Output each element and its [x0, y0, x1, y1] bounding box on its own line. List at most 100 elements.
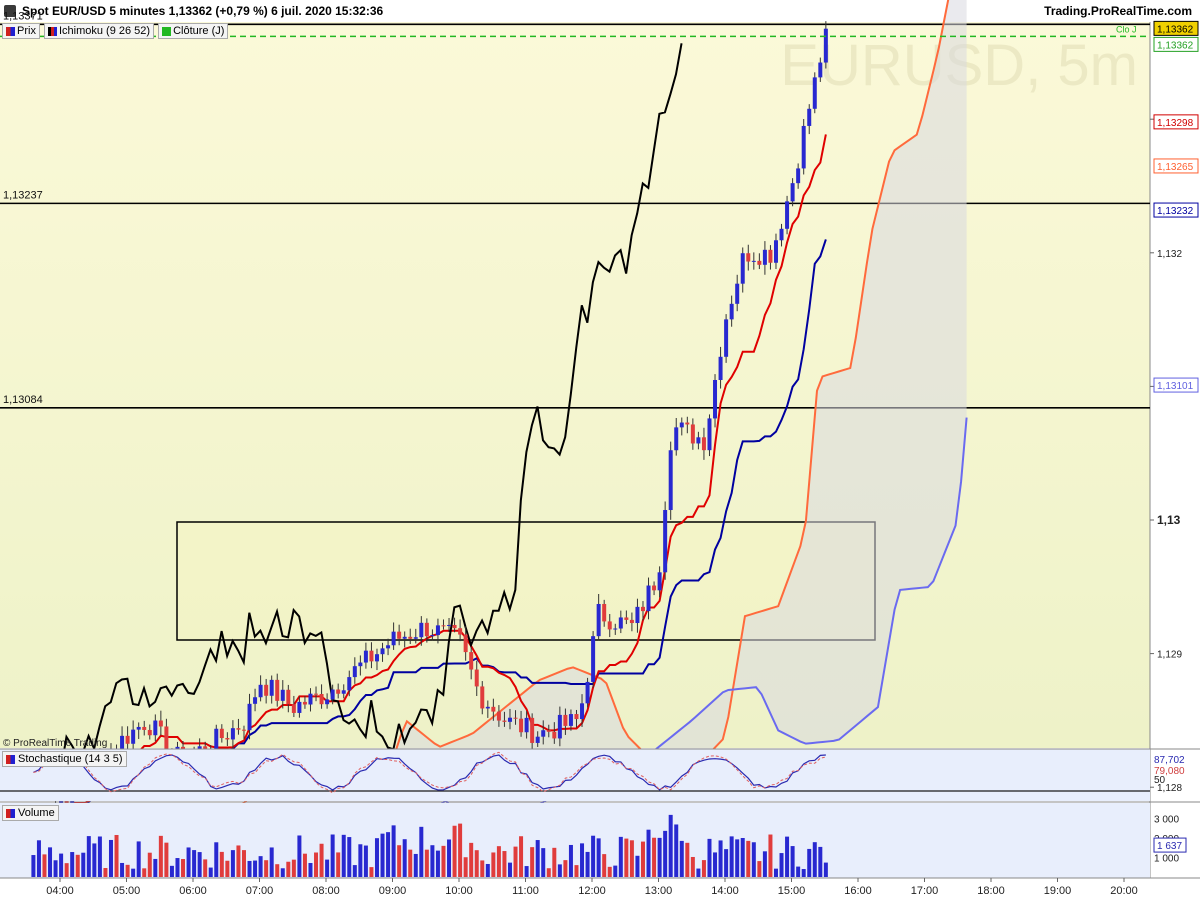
volume-bar	[779, 853, 784, 877]
candle-body	[652, 585, 657, 591]
stochastic-label: Stochastique (14 3 5)	[18, 753, 123, 765]
volume-chip[interactable]: Volume	[2, 805, 59, 821]
volume-bar	[147, 852, 152, 877]
price-badge	[1153, 36, 1199, 52]
volume-bar	[380, 833, 385, 877]
candle-body	[164, 726, 169, 754]
candle-body	[735, 283, 740, 304]
level-label: 1,13371	[3, 10, 43, 22]
volume-bar	[463, 857, 468, 877]
candle-body	[496, 711, 501, 721]
candle-body	[541, 730, 546, 737]
volume-bar	[214, 842, 219, 877]
volume-bar	[419, 826, 424, 877]
time-axis-label: 20:00	[1110, 885, 1138, 897]
volume-bar	[358, 844, 363, 877]
candle-body	[397, 631, 402, 639]
volume-bar	[97, 836, 102, 877]
candle-body	[120, 735, 125, 751]
candle-body	[779, 228, 784, 241]
candle-body	[142, 726, 147, 730]
volume-bar	[291, 859, 296, 877]
time-axis-label: 10:00	[445, 885, 473, 897]
volume-bar	[92, 843, 97, 877]
candle-body	[59, 799, 64, 807]
volume-bar	[247, 860, 252, 877]
candle-body	[347, 677, 352, 691]
candle-body	[480, 686, 485, 709]
legend-prix[interactable]: Prix	[2, 23, 40, 39]
volume-bar	[563, 860, 568, 877]
volume-bar	[541, 848, 546, 877]
candle-body	[358, 662, 363, 667]
volume-bar	[801, 869, 806, 877]
volume-bar	[480, 860, 485, 877]
candle-body	[663, 510, 668, 573]
candle-body	[402, 636, 407, 639]
candle-body	[269, 679, 274, 696]
candle-body	[469, 652, 474, 670]
volume-bar	[458, 823, 463, 877]
candle-body	[247, 703, 252, 731]
legend-cloture[interactable]: Clôture (J)	[158, 23, 229, 39]
volume-bar	[496, 846, 501, 877]
volume-bar	[580, 843, 585, 877]
volume-bar	[136, 841, 141, 877]
volume-axis-label: 3 000	[1154, 815, 1179, 826]
stochastic-k-value: 87,702	[1154, 755, 1185, 766]
volume-bar	[158, 835, 163, 877]
volume-bar	[735, 839, 740, 877]
candle-body	[275, 679, 280, 701]
candle-body	[535, 736, 540, 743]
volume-bar	[568, 844, 573, 877]
time-axis-label: 06:00	[179, 885, 207, 897]
candle-body	[325, 699, 330, 705]
candle-body	[574, 714, 579, 720]
candle-body	[679, 422, 684, 428]
volume-bar	[269, 847, 274, 877]
volume-bar	[663, 830, 668, 877]
time-axis: 04:00 05:00 06:00 07:00 08:00 09:00 10:00 11:00…	[0, 877, 1200, 900]
volume-bar	[790, 846, 795, 877]
volume-bar	[701, 860, 706, 877]
volume-bar	[181, 859, 186, 877]
close-line-label: Clo J	[1116, 24, 1137, 34]
candle-body	[352, 666, 357, 678]
legend-ichimoku[interactable]: Ichimoku (9 26 52)	[43, 23, 155, 39]
menu-icon[interactable]	[4, 5, 16, 17]
time-axis-label: 09:00	[379, 885, 407, 897]
candle-body	[291, 704, 296, 713]
price-axis-label: 1,132	[1157, 249, 1182, 260]
price-badge	[1153, 20, 1199, 36]
volume-bar	[75, 854, 80, 877]
volume-bar	[679, 840, 684, 877]
candle-body	[125, 735, 130, 744]
price-badge-text: 1,13362	[1157, 40, 1194, 51]
volume-bar	[142, 868, 147, 877]
ichimoku-cloud	[212, 0, 967, 900]
candle-body	[430, 635, 435, 637]
time-axis-label: 18:00	[977, 885, 1005, 897]
volume-bar	[236, 845, 241, 877]
stochastic-chip[interactable]: Stochastique (14 3 5)	[2, 751, 127, 767]
time-axis-label: 13:00	[645, 885, 673, 897]
volume-swatch-icon	[6, 808, 15, 818]
volume-bar	[59, 853, 64, 877]
candle-body	[818, 62, 823, 78]
candle-body	[513, 717, 518, 719]
volume-bar	[369, 867, 374, 877]
candle-body	[591, 636, 596, 682]
candle-body	[596, 603, 601, 637]
volume-bar	[120, 862, 125, 877]
candle-body	[757, 260, 762, 265]
volume-bar	[607, 866, 612, 877]
volume-bar	[640, 841, 645, 877]
brand-label: Trading.ProRealTime.com	[1044, 4, 1192, 18]
candle-body	[790, 183, 795, 202]
candle-body	[158, 720, 163, 727]
candle-body	[219, 728, 224, 739]
volume-bar	[435, 850, 440, 877]
